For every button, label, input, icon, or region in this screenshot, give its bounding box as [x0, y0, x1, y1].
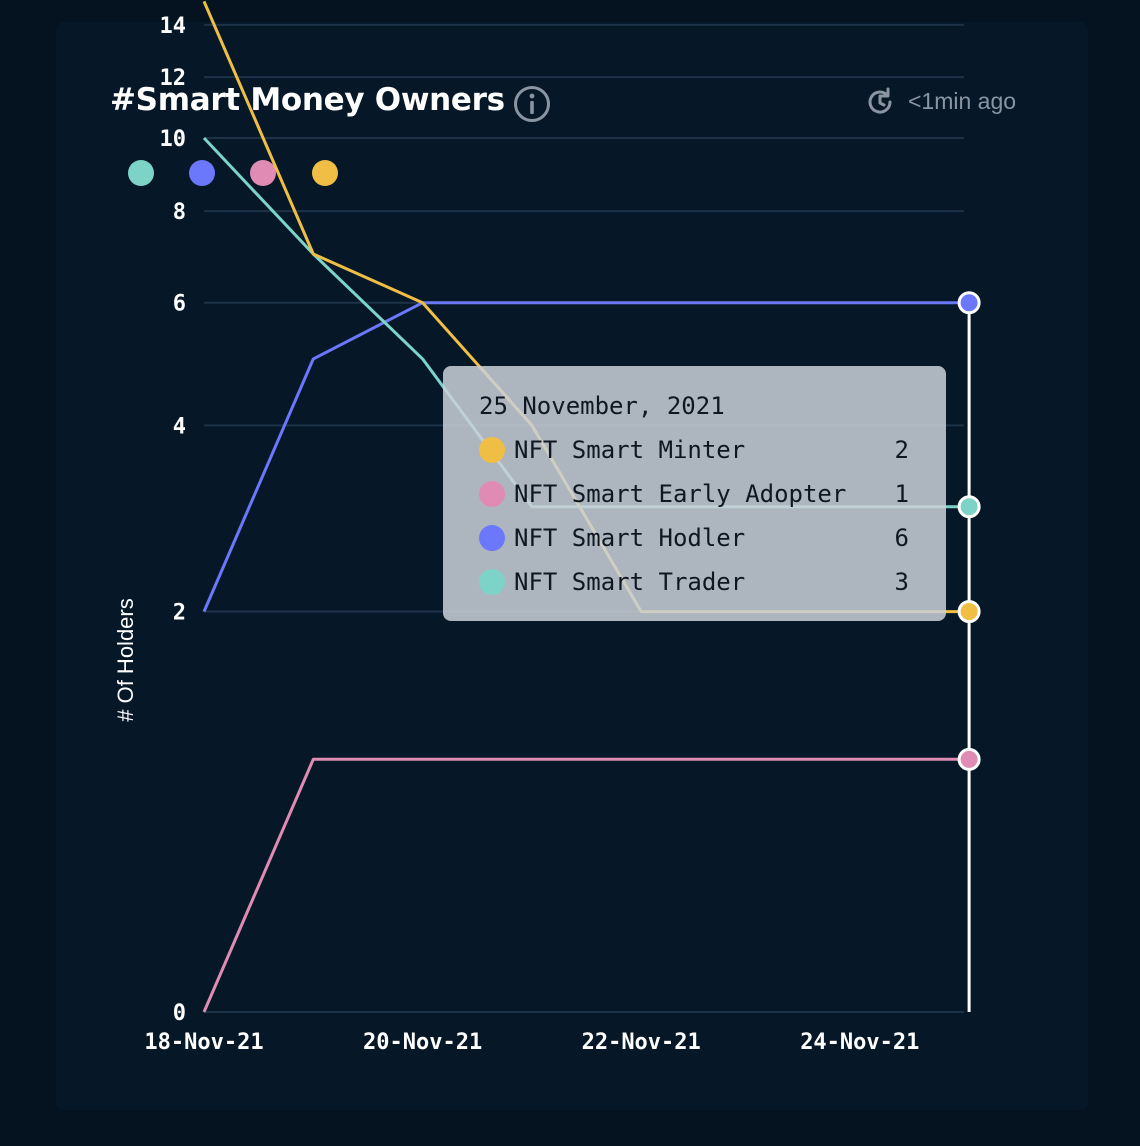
x-tick-label: 24-Nov-21 [800, 1030, 919, 1055]
tooltip-series-value: 2 [894, 436, 909, 464]
tooltip-date: 25 November, 2021 [479, 392, 725, 420]
chart-tooltip: 25 November, 2021 NFT Smart Minter 2 NFT… [443, 366, 946, 621]
y-tick-label: 0 [173, 1001, 186, 1026]
hover-point [957, 291, 981, 315]
tooltip-row: NFT Smart Hodler 6 [479, 524, 919, 554]
tooltip-series-value: 3 [894, 568, 909, 596]
tooltip-dot [479, 481, 505, 507]
x-tick-label: 22-Nov-21 [582, 1030, 701, 1055]
info-icon[interactable] [512, 84, 552, 124]
x-tick-label: 18-Nov-21 [144, 1030, 263, 1055]
tooltip-series-name: NFT Smart Early Adopter [514, 480, 847, 508]
tooltip-row: NFT Smart Early Adopter 1 [479, 480, 919, 510]
refresh-icon[interactable] [864, 86, 896, 118]
y-tick-label: 8 [173, 200, 186, 225]
y-tick-label: 2 [173, 601, 186, 626]
y-tick-label: 10 [160, 127, 187, 152]
legend-dot-minter[interactable] [312, 160, 338, 186]
y-tick-label: 12 [160, 66, 187, 91]
y-tick-label: 6 [173, 292, 186, 317]
tooltip-row: NFT Smart Minter 2 [479, 436, 919, 466]
tooltip-dot [479, 437, 505, 463]
legend-dot-early-adopter[interactable] [250, 160, 276, 186]
chart-title: #Smart Money Owners [110, 82, 505, 118]
tooltip-row: NFT Smart Trader 3 [479, 568, 919, 598]
tooltip-series-name: NFT Smart Hodler [514, 524, 746, 552]
hover-point [957, 600, 981, 624]
tooltip-series-value: 6 [894, 524, 909, 552]
tooltip-series-name: NFT Smart Minter [514, 436, 746, 464]
hover-point [957, 495, 981, 519]
series-line [202, 757, 970, 1013]
y-tick-label: 4 [173, 414, 186, 439]
tooltip-dot [479, 569, 505, 595]
tooltip-series-name: NFT Smart Trader [514, 568, 746, 596]
legend-dot-trader[interactable] [128, 160, 154, 186]
tooltip-dot [479, 525, 505, 551]
hover-point [957, 747, 981, 771]
y-tick-label: 14 [160, 14, 187, 39]
series-line [202, 301, 970, 613]
x-tick-label: 20-Nov-21 [363, 1030, 482, 1055]
last-updated: <1min ago [908, 88, 1017, 114]
legend-dot-hodler[interactable] [189, 160, 215, 186]
tooltip-series-value: 1 [894, 480, 909, 508]
